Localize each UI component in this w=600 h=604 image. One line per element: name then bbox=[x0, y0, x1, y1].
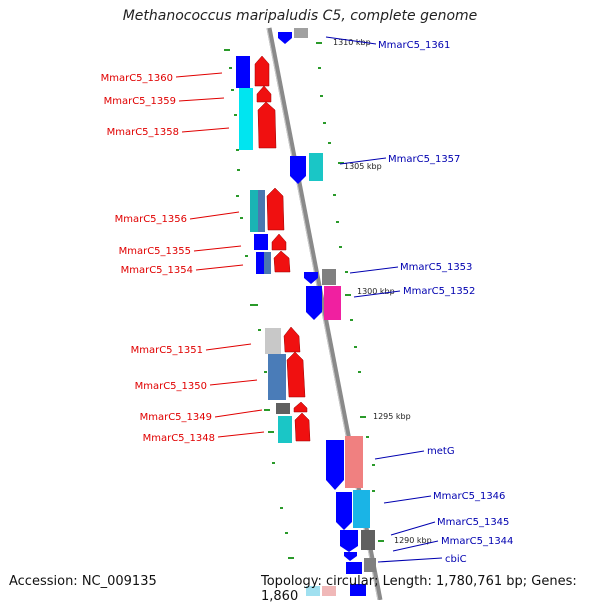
left-gene-labels: MmarC5_1360 MmarC5_1359 MmarC5_1358 Mmar… bbox=[101, 72, 265, 444]
forward-genes bbox=[236, 55, 311, 443]
gene-box-metg bbox=[345, 436, 363, 488]
leader-1349 bbox=[214, 409, 263, 418]
accession-label: Accession: NC_009135 bbox=[9, 574, 157, 589]
label-1350[interactable]: MmarC5_1350 bbox=[135, 381, 207, 392]
scale-labels: 1310 kbp 1305 kbp 1300 kbp 1295 kbp 1290… bbox=[333, 38, 432, 545]
label-1360[interactable]: MmarC5_1360 bbox=[101, 73, 173, 84]
label-cbic[interactable]: cbiC bbox=[445, 554, 467, 565]
right-gene-labels: MmarC5_1361 MmarC5_1357 MmarC5_1353 Mmar… bbox=[325, 36, 513, 565]
label-1361[interactable]: MmarC5_1361 bbox=[378, 40, 450, 51]
scale-label-1295: 1295 kbp bbox=[373, 412, 411, 421]
gene-arrow-metg[interactable] bbox=[326, 440, 344, 490]
gene-box-1360 bbox=[236, 56, 250, 88]
gene-arrow-1355[interactable] bbox=[271, 233, 287, 251]
label-1355[interactable]: MmarC5_1355 bbox=[119, 246, 191, 257]
gene-box-1356-a bbox=[250, 190, 258, 232]
gene-box-1359 bbox=[239, 88, 253, 150]
gene-arrow-1349[interactable] bbox=[293, 401, 308, 413]
gene-box-1350 bbox=[268, 354, 286, 400]
gene-box-1345 bbox=[361, 530, 375, 550]
gene-box-1356-b bbox=[258, 190, 265, 232]
scale-label-1305: 1305 kbp bbox=[344, 162, 382, 171]
label-1345[interactable]: MmarC5_1345 bbox=[437, 517, 509, 528]
gene-arrow-1357[interactable] bbox=[290, 156, 306, 184]
gene-arrow-1352[interactable] bbox=[306, 286, 322, 320]
label-metg[interactable]: metG bbox=[427, 446, 455, 457]
leader-1360 bbox=[175, 72, 223, 78]
leader-1344 bbox=[392, 540, 439, 552]
gene-box-bottom-b bbox=[322, 586, 336, 596]
leader-1354 bbox=[195, 264, 244, 271]
leader-1359 bbox=[178, 97, 225, 102]
scale-label-1290: 1290 kbp bbox=[394, 536, 432, 545]
gene-arrow-1351[interactable] bbox=[283, 326, 301, 353]
leader-1350 bbox=[209, 379, 258, 386]
gene-box-1355 bbox=[254, 234, 268, 250]
leader-1358 bbox=[181, 127, 230, 133]
leader-cbic bbox=[377, 557, 443, 563]
gene-arrow-1361[interactable] bbox=[278, 32, 292, 44]
scale-label-1310: 1310 kbp bbox=[333, 38, 371, 47]
gene-arrow-1354[interactable] bbox=[273, 250, 291, 273]
leader-1348 bbox=[217, 431, 265, 438]
gene-box-1346 bbox=[353, 490, 370, 528]
gene-box-1357 bbox=[309, 153, 323, 181]
label-1356[interactable]: MmarC5_1356 bbox=[115, 214, 187, 225]
leader-1357 bbox=[339, 157, 387, 165]
gene-box-1361 bbox=[294, 28, 308, 38]
reverse-genes bbox=[278, 28, 376, 596]
leader-metg bbox=[374, 450, 425, 460]
leader-1356 bbox=[189, 211, 240, 220]
gene-box-1353 bbox=[322, 269, 336, 285]
gene-box-1351 bbox=[265, 328, 281, 354]
right-tick-guide bbox=[316, 42, 384, 542]
label-1348[interactable]: MmarC5_1348 bbox=[143, 433, 215, 444]
gene-box-1352 bbox=[324, 286, 341, 320]
label-1349[interactable]: MmarC5_1349 bbox=[140, 412, 212, 423]
gene-arrow-1358[interactable] bbox=[257, 101, 277, 149]
leader-1346 bbox=[383, 495, 432, 504]
label-1357[interactable]: MmarC5_1357 bbox=[388, 154, 460, 165]
label-1351[interactable]: MmarC5_1351 bbox=[131, 345, 203, 356]
label-1346[interactable]: MmarC5_1346 bbox=[433, 491, 505, 502]
leader-1355 bbox=[193, 245, 242, 252]
label-1359[interactable]: MmarC5_1359 bbox=[104, 96, 176, 107]
label-1352[interactable]: MmarC5_1352 bbox=[403, 286, 475, 297]
gene-box-1348 bbox=[278, 416, 292, 443]
label-1344[interactable]: MmarC5_1344 bbox=[441, 536, 513, 547]
leader-1361 bbox=[325, 36, 377, 45]
label-1358[interactable]: MmarC5_1358 bbox=[107, 127, 179, 138]
leader-1345 bbox=[390, 521, 436, 536]
leader-1352 bbox=[353, 290, 401, 298]
gene-arrow-1359[interactable] bbox=[256, 85, 272, 103]
gene-box-bottom-c bbox=[350, 584, 366, 596]
map-title: Methanococcus maripaludis C5, complete g… bbox=[122, 8, 478, 24]
gene-box-1354-a bbox=[256, 252, 264, 274]
gene-arrow-1348[interactable] bbox=[294, 412, 311, 442]
gene-arrow-1353[interactable] bbox=[304, 272, 318, 284]
leader-1353 bbox=[349, 266, 399, 274]
scale-label-1300: 1300 kbp bbox=[357, 287, 395, 296]
gene-box-1354-b bbox=[264, 252, 271, 274]
gene-arrow-1344[interactable] bbox=[344, 552, 357, 561]
left-tick-guide bbox=[224, 49, 294, 559]
gene-box-cbic-b bbox=[364, 558, 376, 572]
label-1354[interactable]: MmarC5_1354 bbox=[121, 265, 193, 276]
leader-1351 bbox=[205, 343, 252, 351]
gene-box-1349 bbox=[276, 403, 290, 414]
gene-arrow-1346[interactable] bbox=[336, 492, 352, 530]
gene-arrow-1360[interactable] bbox=[254, 55, 270, 87]
gene-box-bottom-a bbox=[306, 586, 320, 596]
gene-arrow-1356[interactable] bbox=[266, 187, 285, 231]
label-1353[interactable]: MmarC5_1353 bbox=[400, 262, 472, 273]
gene-arrow-1350[interactable] bbox=[286, 351, 306, 398]
gene-arrow-1345[interactable] bbox=[340, 530, 358, 552]
gene-box-cbic bbox=[346, 562, 362, 574]
